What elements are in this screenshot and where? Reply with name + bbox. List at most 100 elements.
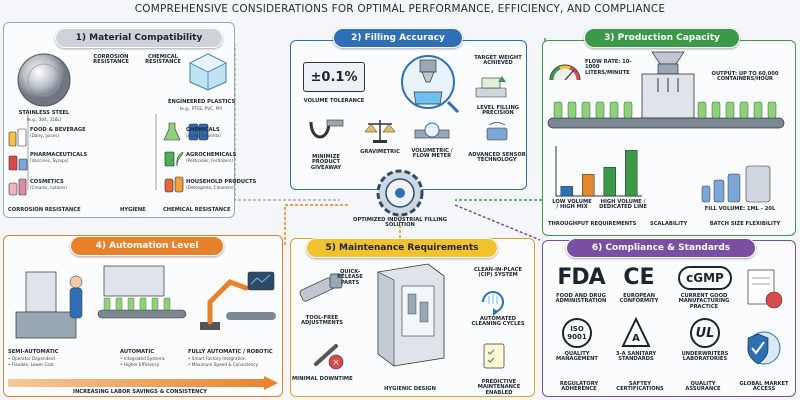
nozzle-magnifier-icon (401, 55, 460, 114)
tolerance-label: Volume Tolerance (303, 98, 365, 104)
auto-title: Automatic (120, 349, 155, 355)
capacity-heading: 3) Production Capacity (584, 28, 740, 48)
sensor-label: Advanced Sensor Technology (468, 152, 526, 164)
throughput-chart (555, 146, 642, 197)
full-title: Fully Automatic / Robotic (188, 349, 273, 355)
compliance-panel (542, 240, 796, 397)
iso-label: Quality Management (556, 351, 598, 363)
tolerance-value: ±0.1% (310, 69, 358, 85)
material-footer-3: Chemical Resistance (163, 207, 231, 213)
cosmetics-icon (8, 178, 27, 196)
throughput-label: Throughput Requirements (548, 221, 637, 227)
ul-logo: UL (690, 318, 720, 348)
compliance-bottom-4: Global Market Access (739, 381, 789, 393)
maintenance-heading: 5) Maintenance Requirements (306, 238, 498, 258)
chemicals-sub: (Acids, Solvents) (186, 133, 221, 138)
downtime-label: Minimal Downtime (292, 376, 353, 382)
food-icon (8, 128, 27, 147)
ce-label: European Conformity (619, 293, 659, 305)
auto-line-1: • Integrated Systems (120, 356, 165, 361)
robot-arm-icon (200, 271, 276, 330)
tool-free-label: Tool-Free Adjustments (300, 315, 344, 327)
semi-title: Semi-Automatic (8, 349, 59, 355)
scalability-label: Scalability (650, 221, 688, 227)
target-label: Target Weight Achieved (474, 55, 522, 67)
flowmeter-label: Volumetric / Flow Meter (411, 148, 453, 160)
checklist-icon (483, 343, 505, 369)
predictive-label: Predictive Maintenance Enabled (477, 379, 521, 396)
automation-heading: 4) Automation Level (70, 236, 224, 256)
material-footer-1: Corrosion Resistance (8, 207, 81, 213)
filling-heading: 2) Filling Accuracy (333, 28, 463, 48)
cgmp-label: Current Good Manufacturing Practice (678, 293, 730, 310)
cgmp-logo: cGMP (678, 266, 732, 290)
output-label: Output: Up to 60,000 Containers/Hour (711, 71, 779, 83)
flask-icon (163, 122, 181, 141)
gravimetric-label: Gravimetric (360, 149, 400, 155)
cleaning-label: Automated Cleaning Cycles (471, 316, 525, 328)
micrometer-icon (309, 119, 344, 139)
shield-globe-icon (747, 331, 781, 365)
chemicals-title-visible: Chemicals (186, 127, 220, 133)
agro-title: Agrochemicals (186, 152, 237, 158)
bottles-icon (701, 165, 771, 203)
food-sub: (Dairy, Juices) (30, 133, 60, 138)
barrel-icon (188, 123, 209, 141)
material-brackets (27, 114, 157, 190)
full-line-2: • Maximum Speed & Consistency (188, 362, 259, 367)
semi-line-2: • Flexible, Lower Cost (8, 362, 54, 367)
page-title: Comprehensive Considerations for Optimal… (134, 3, 666, 15)
filler-machine-icon (641, 51, 695, 119)
flow-rate-label: Flow Rate: 10-1000 Liters/Minute (585, 59, 632, 76)
chart-bar-4 (625, 150, 638, 197)
ce-logo: CE (623, 265, 655, 290)
semi-auto-machine-icon (15, 271, 83, 339)
certificate-icon (747, 269, 783, 309)
auto-line-icon (97, 265, 187, 319)
quick-release-icon (299, 273, 343, 302)
gauge-icon (549, 64, 581, 81)
chart-bar-2 (582, 174, 595, 197)
pharma-icon (8, 155, 28, 171)
compliance-heading: 6) Compliance & Standards (566, 238, 756, 258)
level-label: Level Filling Precision (476, 105, 520, 117)
full-line-1: • Smart Factory Integration (188, 356, 246, 361)
cosmetics-sub: (Creams, Lotions) (30, 185, 67, 190)
cleaning-cycle-icon (482, 291, 504, 316)
hygienic-label: Hygienic Design (384, 386, 436, 392)
svg-text:A: A (632, 333, 640, 344)
giveaway-label: Minimize Product Giveaway (310, 154, 342, 171)
material-heading: 1) Material Compatibility (55, 28, 223, 48)
food-title: Food & Beverage (30, 127, 86, 133)
household-sub: (Detergents, Cleaners) (186, 185, 234, 190)
batch-label: Batch Size Flexibility (709, 221, 781, 227)
scale-icon (475, 76, 507, 98)
low-volume-label: Low Volume / High Mix (552, 199, 592, 211)
center-label: Optimized Industrial Filling Solution (353, 217, 447, 229)
a3-label: 3-A Sanitary Standards (615, 351, 657, 363)
plastics-sub: (e.g., PTFE, PVC, PP) (179, 106, 223, 111)
compliance-bottom-3: Quality Assurance (685, 381, 721, 393)
sensor-icon (486, 122, 508, 141)
household-title: Household Products (186, 179, 257, 185)
corrosion-label: Corrosion Resistance (93, 54, 129, 66)
iso-logo-num: 9001 (567, 333, 587, 341)
chart-bar-3 (603, 166, 616, 197)
conveyor-icon (547, 101, 785, 129)
quick-release-label: Quick-Release Parts (337, 269, 363, 286)
compliance-bottom-1: Regulatory Adherence (559, 381, 599, 393)
iso-logo: ISO 9001 (562, 318, 592, 348)
hygienic-cabinet-icon (377, 263, 445, 367)
material-footer-2: Hygiene (120, 207, 146, 213)
steel-title: Stainless Steel (18, 110, 70, 116)
compliance-bottom-2: Saftey Certifications (616, 381, 664, 393)
ul-logo-text: UL (695, 325, 715, 341)
wrench-icon: × (314, 344, 344, 370)
cosmetics-title: Cosmetics (30, 179, 64, 185)
steel-sub: (e.g., 304, 316L) (26, 117, 62, 122)
plastics-title: Engineered Plastics (168, 99, 236, 105)
tolerance-display: ±0.1% (303, 62, 365, 92)
pharma-sub: (Vaccines, Syrups) (30, 158, 69, 163)
high-volume-label: High Volume / Dedicated Line (599, 199, 647, 211)
plastic-cube-icon (189, 53, 227, 91)
